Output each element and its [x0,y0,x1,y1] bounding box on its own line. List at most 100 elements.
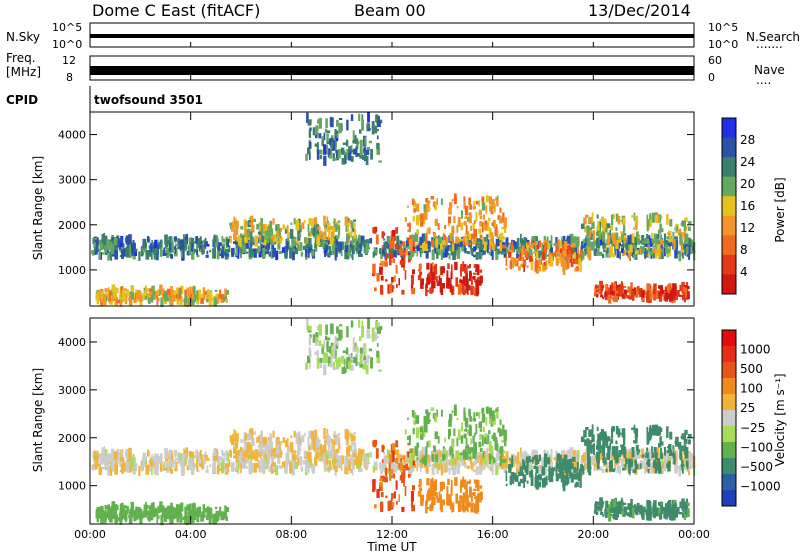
power-echo-cell [195,236,199,243]
power-echo-cell [308,141,312,149]
velocity-echo-cell [284,440,288,443]
velocity-echo-cell [550,448,553,460]
power-echo-cell [499,216,503,224]
velocity-echo-cell [468,408,471,417]
power-echo-cell [137,290,141,300]
velocity-echo-cell [116,449,119,457]
velocity-echo-cell [468,426,472,437]
power-echo-cell [684,225,688,231]
power-echo-cell [107,251,110,261]
velocity-echo-cell [486,459,489,468]
velocity-echo-cell [413,454,416,461]
velocity-echo-cell [433,446,437,452]
power-echo-cell [173,290,176,298]
power-echo-cell [338,241,342,252]
power-echo-cell [669,219,673,227]
power-echo-cell [133,242,136,250]
power-echo-cell [664,292,668,302]
velocity-echo-cell [297,458,300,466]
power-echo-cell [555,251,558,261]
power-echo-cell [384,261,388,267]
power-echo-cell [658,247,661,259]
power-echo-cell [508,242,512,245]
velocity-echo-cell [666,501,671,510]
power-echo-cell [375,114,379,123]
power-echo-cell [361,119,364,131]
velocity-echo-cell [679,447,682,459]
velocity-echo-cell [169,457,172,466]
velocity-echo-cell [478,460,483,472]
power-echo-cell [667,232,671,235]
power-echo-cell [217,298,220,303]
velocity-echo-cell [632,469,637,473]
velocity-echo-cell [351,464,354,476]
power-echo-cell [368,128,371,131]
power-echo-cell [582,239,586,246]
velocity-echo-cell [581,455,585,461]
power-echo-cell [675,292,678,301]
velocity-echo-cell [110,466,113,476]
power-echo-cell [465,278,469,289]
power-echo-cell [649,288,652,300]
velocity-echo-cell [623,451,626,458]
power-echo-cell [388,247,391,257]
power-echo-cell [265,251,267,255]
power-echo-cell [470,225,472,231]
power-echo-cell [462,264,467,269]
power-echo-cell [129,244,132,254]
power-echo-cell [562,244,565,251]
velocity-echo-cell [312,334,316,343]
velocity-echo-cell [153,513,158,517]
power-echo-cell [633,287,637,296]
power-echo-cell [381,231,385,239]
velocity-echo-cell [188,458,191,470]
velocity-echo-cell [548,468,551,475]
velocity-echo-cell [449,500,453,510]
velocity-echo-cell [436,496,439,499]
velocity-echo-cell [488,407,492,416]
velocity-echo-cell [128,465,131,473]
power-echo-cell [349,240,352,251]
velocity-echo-cell [353,435,356,441]
colorbar-tick-label: −500 [740,460,773,474]
power-echo-cell [430,196,435,200]
power-echo-cell [131,243,135,253]
velocity-echo-cell [233,455,236,459]
power-echo-cell [581,241,585,247]
power-echo-cell [526,239,530,243]
power-echo-cell [602,253,605,259]
power-echo-cell [623,238,626,244]
velocity-echo-cell [473,460,476,467]
power-echo-cell [213,236,217,243]
power-echo-cell [583,252,587,256]
velocity-echo-cell [190,457,194,467]
power-echo-cell [301,222,305,230]
velocity-echo-cell [292,453,296,461]
velocity-echo-cell [623,434,626,445]
power-echo-cell [180,247,184,258]
velocity-echo-cell [468,456,471,460]
power-echo-cell [320,235,324,241]
power-echo-cell [372,251,375,258]
power-echo-cell [155,290,158,299]
velocity-echo-cell [333,366,337,370]
power-echo-cell [293,218,296,225]
power-echo-cell [135,248,138,252]
velocity-echo-cell [652,461,657,468]
power-echo-cell [615,213,619,222]
power-echo-cell [583,248,587,252]
velocity-echo-cell [482,464,485,470]
power-echo-cell [253,248,257,258]
power-echo-cell [316,142,319,153]
velocity-echo-cell [364,344,367,354]
velocity-echo-cell [242,461,246,468]
y-tick-label: 2000 [58,219,86,232]
velocity-echo-cell [520,451,523,462]
power-echo-cell [575,266,579,272]
velocity-echo-cell [374,504,377,509]
power-echo-cell [328,148,333,159]
power-echo-cell [185,242,188,250]
velocity-echo-cell [566,449,571,458]
velocity-echo-cell [469,488,473,495]
velocity-echo-cell [556,455,559,467]
